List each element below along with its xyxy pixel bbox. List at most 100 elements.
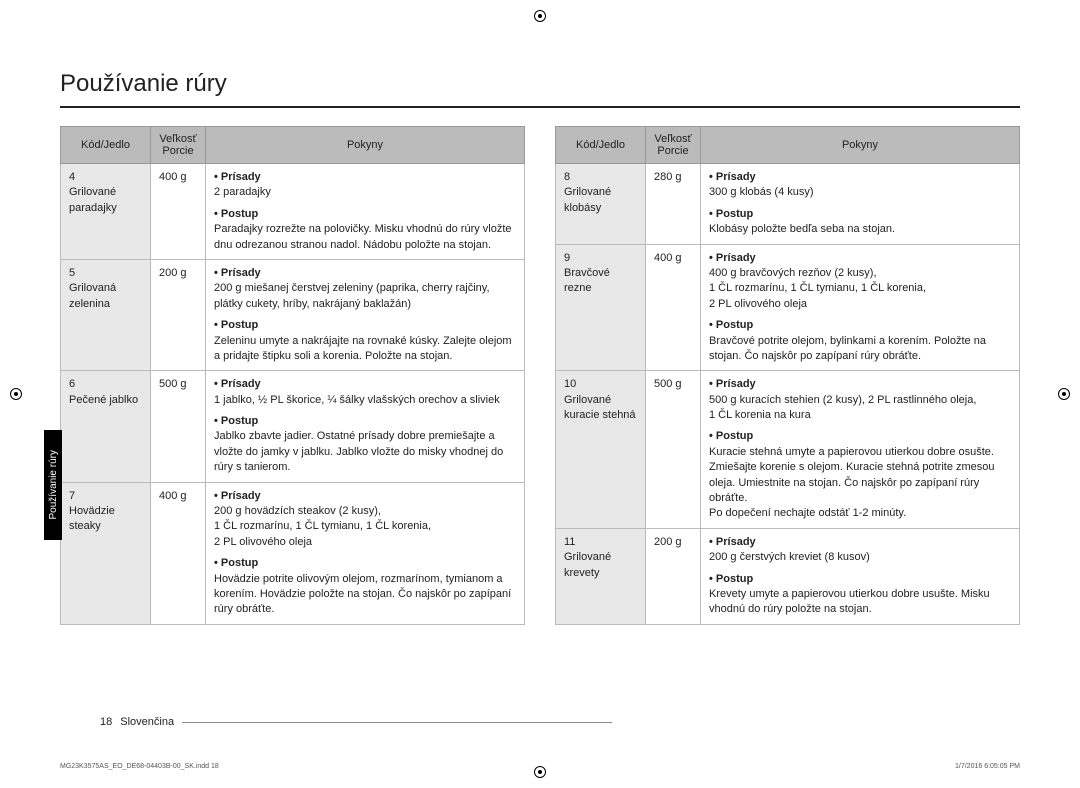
procedure-label: • Postup (709, 207, 1011, 222)
procedure-label: • Postup (709, 572, 1011, 587)
th-size: Veľkosť Porcie (151, 127, 206, 164)
procedure-text: Paradajky rozrežte na polovičky. Misku v… (214, 222, 516, 253)
food-code: 10 (564, 377, 637, 392)
columns: Kód/Jedlo Veľkosť Porcie Pokyny 4Grilova… (60, 126, 1020, 625)
size-cell: 280 g (646, 164, 701, 245)
side-tab: Používanie rúry (44, 430, 62, 540)
procedure-label: • Postup (214, 207, 516, 222)
th-code: Kód/Jedlo (556, 127, 646, 164)
procedure-label: • Postup (709, 318, 1011, 333)
instructions-cell: • Prísady2 paradajky • PostupParadajky ro… (206, 164, 525, 260)
size-cell: 200 g (151, 259, 206, 370)
table-row: 5Grilovaná zelenina200 g• Prísady200 g m… (61, 259, 525, 370)
ingredients-text: 200 g čerstvých kreviet (8 kusov) (709, 550, 1011, 565)
th-instructions: Pokyny (206, 127, 525, 164)
procedure-label: • Postup (214, 556, 516, 571)
table-row: 10Grilované kuracie stehná500 g• Prísady… (556, 371, 1020, 529)
crop-mark-right (1058, 388, 1070, 400)
right-column: Kód/Jedlo Veľkosť Porcie Pokyny 8Grilova… (555, 126, 1020, 625)
procedure-text: Krevety umyte a papierovou utierkou dobr… (709, 587, 1011, 618)
ingredients-label: • Prísady (709, 170, 1011, 185)
food-name: Bravčové rezne (564, 266, 637, 297)
instructions-cell: • Prísady300 g klobás (4 kusy) • PostupKl… (701, 164, 1020, 245)
ingredients-label: • Prísady (709, 377, 1011, 392)
ingredients-text: 200 g miešanej čerstvej zeleniny (paprik… (214, 281, 516, 312)
side-tab-label: Používanie rúry (48, 450, 59, 519)
size-cell: 400 g (646, 244, 701, 371)
table-row: 4Grilované paradajky400 g• Prísady2 para… (61, 164, 525, 260)
ingredients-text: 300 g klobás (4 kusy) (709, 185, 1011, 200)
food-code: 8 (564, 170, 637, 185)
th-instructions: Pokyny (701, 127, 1020, 164)
ingredients-label: • Prísady (214, 489, 516, 504)
left-column: Kód/Jedlo Veľkosť Porcie Pokyny 4Grilova… (60, 126, 525, 625)
size-cell: 400 g (151, 482, 206, 624)
food-name: Grilované kuracie stehná (564, 393, 637, 424)
code-cell: 7Hovädzie steaky (61, 482, 151, 624)
code-cell: 6Pečené jablko (61, 371, 151, 482)
code-cell: 8Grilované klobásy (556, 164, 646, 245)
cooking-table-left: Kód/Jedlo Veľkosť Porcie Pokyny 4Grilova… (60, 126, 525, 625)
procedure-text: Klobásy položte bedľa seba na stojan. (709, 222, 1011, 237)
code-cell: 9Bravčové rezne (556, 244, 646, 371)
doc-reference: MG23K3575AS_EO_DE68-04403B-00_SK.indd 18 (60, 763, 219, 770)
ingredients-label: • Prísady (214, 170, 516, 185)
print-footer: MG23K3575AS_EO_DE68-04403B-00_SK.indd 18… (60, 763, 1020, 770)
food-code: 9 (564, 251, 637, 266)
ingredients-text: 500 g kuracích stehien (2 kusy), 2 PL ra… (709, 393, 1011, 424)
code-cell: 10Grilované kuracie stehná (556, 371, 646, 529)
ingredients-text: 1 jablko, ½ PL škorice, ¼ šálky vlašskýc… (214, 393, 516, 408)
ingredients-label: • Prísady (709, 251, 1011, 266)
food-name: Grilovaná zelenina (69, 281, 142, 312)
procedure-text: Hovädzie potrite olivovým olejom, rozmar… (214, 572, 516, 618)
instructions-cell: • Prísady200 g miešanej čerstvej zelenin… (206, 259, 525, 370)
instructions-cell: • Prísady1 jablko, ½ PL škorice, ¼ šálky… (206, 371, 525, 482)
page-content: Používanie rúry Kód/Jedlo Veľkosť Porcie… (0, 0, 1080, 665)
food-name: Hovädzie steaky (69, 504, 142, 535)
instructions-cell: • Prísady200 g hovädzích steakov (2 kusy… (206, 482, 525, 624)
page-language: Slovenčina (120, 716, 174, 728)
ingredients-text: 400 g bravčových rezňov (2 kusy), 1 ČL r… (709, 266, 1011, 312)
food-code: 6 (69, 377, 142, 392)
instructions-cell: • Prísady400 g bravčových rezňov (2 kusy… (701, 244, 1020, 371)
ingredients-text: 200 g hovädzích steakov (2 kusy), 1 ČL r… (214, 504, 516, 550)
ingredients-label: • Prísady (709, 535, 1011, 550)
footer-rule (182, 722, 612, 723)
food-code: 4 (69, 170, 142, 185)
code-cell: 11Grilované krevety (556, 528, 646, 624)
size-cell: 500 g (646, 371, 701, 529)
ingredients-label: • Prísady (214, 377, 516, 392)
procedure-label: • Postup (214, 414, 516, 429)
food-code: 7 (69, 489, 142, 504)
crop-mark-top (534, 10, 546, 22)
crop-mark-left (10, 388, 22, 400)
table-row: 6Pečené jablko500 g• Prísady1 jablko, ½ … (61, 371, 525, 482)
food-name: Pečené jablko (69, 393, 142, 408)
table-row: 11Grilované krevety200 g• Prísady200 g č… (556, 528, 1020, 624)
size-cell: 200 g (646, 528, 701, 624)
procedure-text: Jablko zbavte jadier. Ostatné prísady do… (214, 429, 516, 475)
table-row: 8Grilované klobásy280 g• Prísady300 g kl… (556, 164, 1020, 245)
table-row: 9Bravčové rezne400 g• Prísady400 g bravč… (556, 244, 1020, 371)
page-footer: 18 Slovenčina (100, 716, 612, 728)
procedure-text: Kuracie stehná umyte a papierovou utierk… (709, 445, 1011, 522)
instructions-cell: • Prísady200 g čerstvých kreviet (8 kuso… (701, 528, 1020, 624)
th-code: Kód/Jedlo (61, 127, 151, 164)
procedure-label: • Postup (214, 318, 516, 333)
procedure-label: • Postup (709, 429, 1011, 444)
page-title: Používanie rúry (60, 70, 1020, 108)
code-cell: 4Grilované paradajky (61, 164, 151, 260)
th-size: Veľkosť Porcie (646, 127, 701, 164)
food-name: Grilované krevety (564, 550, 637, 581)
ingredients-label: • Prísady (214, 266, 516, 281)
cooking-table-right: Kód/Jedlo Veľkosť Porcie Pokyny 8Grilova… (555, 126, 1020, 625)
doc-timestamp: 1/7/2016 6:05:05 PM (955, 763, 1020, 770)
code-cell: 5Grilovaná zelenina (61, 259, 151, 370)
size-cell: 500 g (151, 371, 206, 482)
food-code: 5 (69, 266, 142, 281)
food-name: Grilované klobásy (564, 185, 637, 216)
instructions-cell: • Prísady500 g kuracích stehien (2 kusy)… (701, 371, 1020, 529)
ingredients-text: 2 paradajky (214, 185, 516, 200)
food-code: 11 (564, 535, 637, 550)
table-row: 7Hovädzie steaky400 g• Prísady200 g hovä… (61, 482, 525, 624)
